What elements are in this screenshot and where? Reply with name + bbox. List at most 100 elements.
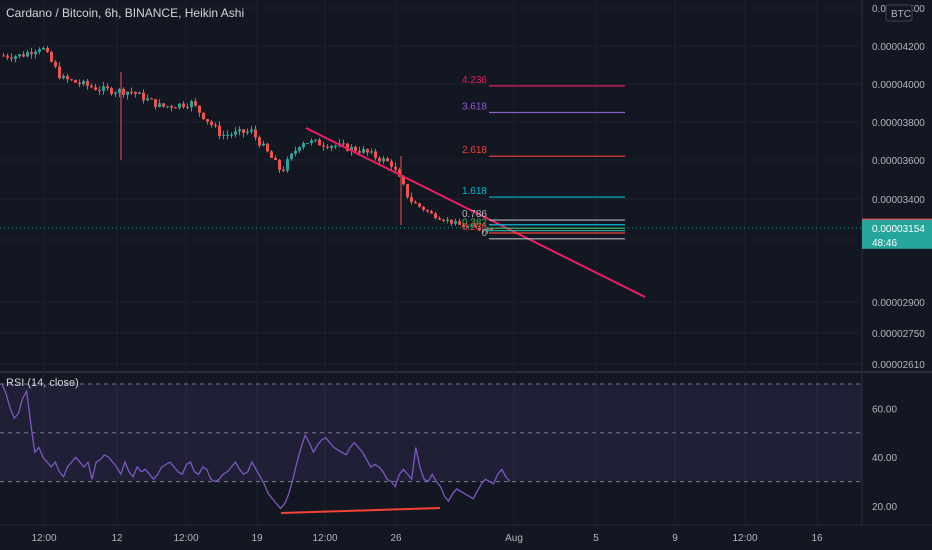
candle-body	[70, 79, 73, 81]
rsi-tick-label: 40.00	[872, 453, 897, 464]
rsi-title: RSI (14, close)	[6, 377, 79, 389]
candle-body	[206, 119, 209, 122]
candle-body	[158, 103, 161, 107]
candle-body	[42, 47, 45, 50]
candle-body	[78, 82, 81, 85]
candle-body	[458, 221, 461, 225]
candle-body	[298, 147, 301, 151]
candle-body	[318, 139, 321, 146]
time-tick-label: 16	[811, 533, 823, 544]
candle-body	[222, 135, 225, 137]
candle-body	[462, 224, 465, 228]
candle-body	[386, 158, 389, 162]
candle-body	[74, 79, 77, 83]
candle-body	[414, 202, 417, 204]
candle-body	[374, 151, 377, 158]
candle-body	[98, 89, 101, 91]
rsi-tick-label: 20.00	[872, 502, 897, 513]
candle-body	[482, 230, 485, 232]
candle-body	[94, 87, 97, 90]
candle-body	[442, 219, 445, 221]
candle-body	[422, 206, 425, 210]
candle-body	[370, 151, 373, 153]
candle-body	[342, 143, 345, 145]
rsi-band-fill	[0, 384, 862, 482]
candle-body	[150, 98, 153, 100]
candle-body	[194, 101, 197, 106]
time-tick-label: 12:00	[173, 533, 198, 544]
candle-body	[322, 145, 325, 147]
candle-body	[226, 134, 229, 136]
fib-level-label: 0	[481, 228, 487, 239]
candle-body	[262, 143, 265, 146]
candle-body	[90, 85, 93, 88]
candle-body	[142, 92, 145, 101]
candle-body	[166, 106, 169, 108]
chart-title: Cardano / Bitcoin, 6h, BINANCE, Heikin A…	[6, 6, 245, 20]
candle-body	[286, 159, 289, 171]
candle-body	[406, 184, 409, 198]
candle-body	[106, 86, 109, 89]
candle-body	[434, 213, 437, 219]
fib-level-label: 0.236	[462, 222, 487, 233]
rsi-line	[1, 383, 511, 510]
candle-body	[218, 125, 221, 137]
candle-body	[254, 129, 257, 138]
time-tick-label: 12:00	[31, 533, 56, 544]
countdown-label: 48:46	[872, 238, 897, 249]
candle-body	[410, 197, 413, 203]
candle-body	[122, 89, 125, 95]
candle-body	[466, 226, 469, 228]
candle-body	[130, 91, 133, 93]
candle-body	[486, 228, 489, 232]
price-tick-label: 0.00003800	[872, 118, 925, 129]
candle-body	[30, 52, 33, 55]
candle-body	[382, 158, 385, 162]
candle-body	[46, 47, 49, 52]
trendline	[305, 127, 646, 298]
candle-body	[210, 121, 213, 125]
candle-body	[66, 75, 69, 80]
candle-body	[38, 49, 41, 52]
candle-body	[118, 89, 121, 93]
time-tick-label: 12:00	[312, 533, 337, 544]
candle-body	[294, 150, 297, 154]
price-tick-label: 0.00004000	[872, 80, 925, 91]
candle-body	[182, 103, 185, 107]
candle-body	[86, 81, 89, 86]
candle-body	[102, 86, 105, 91]
candle-body	[246, 131, 249, 133]
candle-body	[146, 98, 149, 101]
candle-body	[402, 176, 405, 185]
candle-body	[198, 105, 201, 113]
candle-body	[490, 228, 493, 231]
candle-body	[174, 107, 177, 109]
candle-body	[14, 56, 17, 59]
candle-body	[334, 145, 337, 147]
price-label-box	[862, 219, 932, 236]
candle-body	[394, 166, 397, 170]
candle-body	[54, 61, 57, 67]
candle-body	[134, 91, 137, 94]
rsi-divergence-line	[280, 507, 441, 514]
candle-body	[258, 137, 261, 146]
candle-body	[250, 129, 253, 132]
price-tick-label: 0.00002610	[872, 360, 925, 371]
candle-body	[26, 52, 29, 57]
candle-body	[114, 92, 117, 94]
candle-body	[62, 75, 65, 79]
candle-body	[350, 146, 353, 151]
candle-body	[214, 124, 217, 126]
candle-body	[170, 106, 173, 108]
fib-level-label: 2.618	[462, 145, 487, 156]
candle-body	[290, 153, 293, 160]
candle-body	[454, 221, 457, 224]
candle-body	[10, 57, 13, 59]
fib-level-label: 4.236	[462, 75, 487, 86]
candle-body	[358, 151, 361, 153]
candle-body	[234, 131, 237, 135]
candle-body	[162, 103, 165, 107]
candle-body	[418, 203, 421, 207]
